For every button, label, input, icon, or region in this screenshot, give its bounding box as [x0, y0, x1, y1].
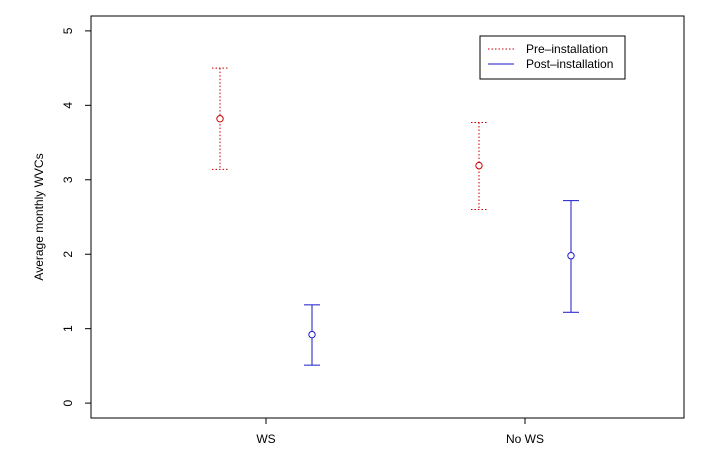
chart-marks [212, 67, 579, 366]
y-tick-label: 5 [61, 27, 75, 34]
y-axis: 0 1 2 3 4 5 [61, 27, 91, 406]
x-tick-label: No WS [506, 432, 544, 446]
legend-box [479, 35, 626, 80]
mean-point [216, 115, 224, 123]
plot-area-border [90, 15, 685, 419]
y-tick-label: 2 [61, 251, 75, 258]
x-axis: WS No WS [256, 418, 544, 446]
y-axis-label: Average monthly WVCs [32, 153, 46, 280]
x-tick-label: WS [256, 432, 275, 446]
y-tick-label: 4 [61, 102, 75, 109]
y-tick-label: 3 [61, 176, 75, 183]
legend-label: Post–installation [526, 57, 613, 71]
y-tick-label: 1 [61, 325, 75, 332]
y-tick-label: 0 [61, 399, 75, 406]
mean-point [567, 252, 575, 260]
mean-point [308, 330, 316, 339]
mean-point [475, 161, 483, 170]
legend-label: Pre–installation [526, 42, 608, 56]
